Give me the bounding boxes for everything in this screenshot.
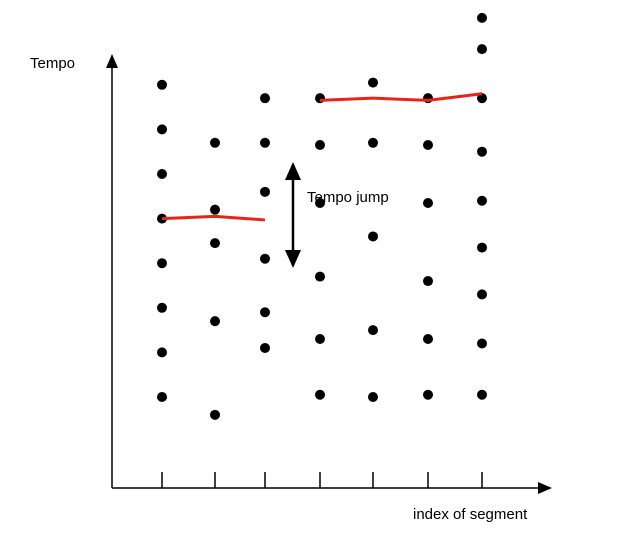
tempo-dot-seg2-3 xyxy=(210,238,220,249)
jump-arrowhead-up xyxy=(285,162,301,180)
y-axis-label: Tempo xyxy=(30,55,75,72)
tempo-dot-seg5-1 xyxy=(368,392,378,402)
x-axis-label: index of segment xyxy=(413,506,528,523)
tempo-dot-seg4-3 xyxy=(315,271,325,282)
tempo-dot-seg7-9 xyxy=(477,12,487,23)
tempo-dot-seg5-3 xyxy=(368,231,378,242)
tempo-dot-seg1-4 xyxy=(157,258,167,269)
tempo-jump-arrow xyxy=(285,162,301,268)
tempo-dot-seg3-3 xyxy=(260,253,270,264)
tempo-dot-seg6-4 xyxy=(423,197,433,208)
tempo-dot-seg7-2 xyxy=(477,338,487,349)
tempo-dot-seg4-1 xyxy=(315,389,325,400)
tempo-dot-seg6-1 xyxy=(423,389,433,400)
tempo-dot-seg3-6 xyxy=(260,93,270,104)
jump-arrowhead-down xyxy=(285,250,301,268)
selected-path-after-jump xyxy=(319,92,483,102)
tempo-dot-seg3-4 xyxy=(260,186,270,197)
tempo-dot-seg4-5 xyxy=(315,140,325,151)
tempo-dot-seg1-2 xyxy=(157,347,167,358)
x-axis-ticks xyxy=(161,472,483,488)
tempo-dot-seg5-2 xyxy=(368,325,378,336)
tempo-dot-seg3-1 xyxy=(260,342,270,353)
tempo-dot-seg2-2 xyxy=(210,316,220,327)
tempo-dot-seg6-3 xyxy=(423,276,433,287)
tempo-dot-seg1-7 xyxy=(157,124,167,135)
tempo-dot-seg3-5 xyxy=(260,137,270,148)
x-axis-arrowhead xyxy=(538,482,552,494)
tempo-dot-seg1-8 xyxy=(157,79,167,90)
tempo-dot-seg2-5 xyxy=(210,137,220,148)
y-axis-arrowhead xyxy=(106,54,118,68)
tempo-dot-seg4-2 xyxy=(315,334,325,345)
tempo-dot-seg6-2 xyxy=(423,334,433,345)
tempo-dot-seg7-8 xyxy=(477,44,487,55)
tempo-dot-seg1-3 xyxy=(157,302,167,313)
tempo-dot-seg7-7 xyxy=(477,93,487,104)
tempo-dot-seg2-4 xyxy=(210,204,220,215)
tempo-dot-seg7-6 xyxy=(477,146,487,157)
tempo-dot-seg5-5 xyxy=(368,77,378,88)
tempo-dot-seg5-4 xyxy=(368,137,378,148)
tempo-dot-seg6-5 xyxy=(423,140,433,151)
selected-path-before-jump xyxy=(161,214,266,222)
tempo-dot-seg7-5 xyxy=(477,195,487,206)
tempo-dot-seg4-4 xyxy=(315,197,325,208)
tempo-candidate-dots xyxy=(157,12,487,420)
tempo-dot-seg2-1 xyxy=(210,409,220,420)
tempo-dot-seg7-3 xyxy=(477,289,487,300)
tempo-jump-label: Tempo jump xyxy=(307,189,389,206)
tempo-dot-seg1-1 xyxy=(157,392,167,402)
tempo-dot-seg7-4 xyxy=(477,242,487,253)
tempo-dot-seg1-6 xyxy=(157,169,167,179)
selected-tempo-path xyxy=(161,92,483,222)
tempo-dot-seg3-2 xyxy=(260,307,270,318)
tempo-dot-seg7-1 xyxy=(477,389,487,400)
